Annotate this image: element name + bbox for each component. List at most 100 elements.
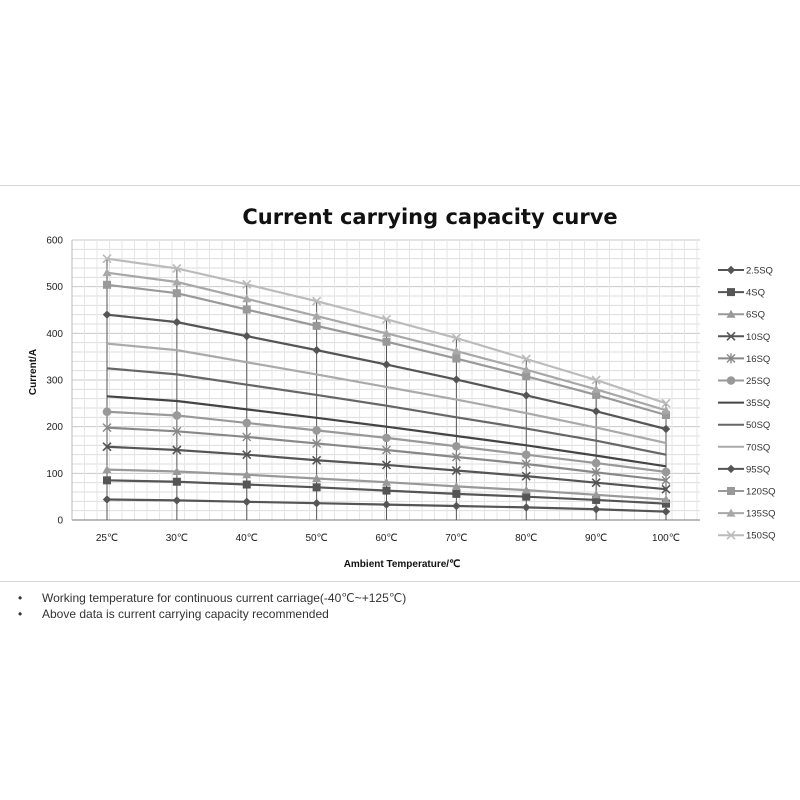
point-marker	[242, 497, 251, 506]
legend-item: 6SQ	[718, 309, 765, 321]
chart-frame	[0, 185, 800, 582]
y-tick-label: 0	[57, 516, 63, 527]
legend-label: 150SQ	[746, 531, 776, 542]
point-marker	[312, 473, 322, 482]
legend: 2.5SQ 4SQ 6SQ 10SQ 16SQ 25SQ 35SQ 50SQ 70SQ 95SQ 1…	[718, 266, 776, 542]
series-10sq	[102, 442, 671, 494]
point-marker	[172, 263, 182, 274]
x-tick-label: 30℃	[166, 533, 188, 544]
point-marker	[312, 296, 322, 306]
point-marker	[242, 331, 251, 341]
point-marker	[521, 485, 531, 494]
marker-stroke	[312, 455, 322, 465]
point-marker	[172, 426, 182, 437]
legend-label: 70SQ	[746, 442, 770, 453]
point-marker	[381, 314, 392, 324]
point-marker	[727, 487, 735, 495]
point-marker	[451, 465, 461, 476]
point-marker	[102, 495, 112, 504]
point-marker	[661, 405, 671, 414]
point-marker	[103, 280, 111, 289]
point-marker	[727, 288, 735, 297]
legend-item: 16SQ	[718, 353, 770, 365]
point-marker	[382, 500, 391, 509]
marker-stroke	[172, 445, 182, 455]
series-95sq	[102, 310, 671, 434]
point-marker	[661, 507, 671, 516]
marker-stroke	[242, 450, 252, 460]
point-marker	[242, 431, 252, 442]
legend-item: 50SQ	[718, 420, 770, 431]
bullet-icon: •	[18, 607, 23, 621]
chart-title: Current carrying capacity curve	[242, 205, 617, 229]
point-marker	[521, 471, 531, 481]
x-tick-label: 80℃	[515, 533, 537, 544]
point-marker	[452, 501, 461, 511]
series-70sq	[106, 342, 667, 445]
point-marker	[242, 279, 252, 289]
x-tick-label: 50℃	[305, 533, 327, 544]
point-marker	[312, 321, 321, 330]
marker-stroke	[451, 465, 461, 476]
note-item: • Above data is current carrying capacit…	[18, 606, 406, 622]
marker-stroke	[381, 314, 392, 324]
marker-stroke	[591, 478, 601, 488]
series-group	[102, 254, 671, 516]
capacity-line-chart: Current carrying capacity curve 0 100 200 3…	[28, 205, 776, 570]
legend-item: 70SQ	[718, 442, 770, 453]
point-marker	[242, 480, 251, 489]
point-marker	[102, 268, 112, 277]
marker-stroke	[521, 354, 531, 364]
point-marker	[592, 495, 601, 504]
legend-item: 10SQ	[718, 331, 770, 343]
point-marker	[172, 496, 182, 505]
point-marker	[451, 346, 461, 355]
series-line	[106, 395, 667, 468]
point-marker	[522, 503, 531, 512]
point-marker	[172, 277, 182, 286]
point-marker	[452, 354, 461, 363]
point-marker	[726, 508, 736, 517]
point-marker	[312, 311, 322, 320]
point-marker	[591, 407, 601, 416]
point-marker	[522, 391, 531, 400]
point-marker	[661, 424, 671, 434]
y-tick-label: 600	[46, 236, 63, 247]
marker-stroke	[661, 484, 671, 494]
point-marker	[662, 411, 670, 419]
point-marker	[172, 445, 182, 455]
marker-stroke	[591, 375, 601, 385]
point-marker	[726, 353, 736, 364]
point-marker	[382, 337, 391, 346]
legend-label: 10SQ	[746, 332, 770, 343]
point-marker	[451, 481, 461, 490]
point-marker	[661, 475, 671, 486]
series-line	[106, 342, 667, 445]
series-16sq	[102, 422, 671, 486]
point-marker	[102, 254, 112, 264]
point-marker	[382, 477, 391, 486]
point-marker	[382, 445, 391, 455]
point-marker	[172, 289, 181, 298]
point-marker	[242, 305, 251, 314]
legend-item: 120SQ	[718, 487, 776, 498]
point-marker	[661, 494, 671, 503]
series-50sq	[106, 367, 667, 456]
marker-stroke	[726, 530, 736, 540]
point-marker	[661, 484, 671, 494]
x-tick-label: 90℃	[585, 533, 607, 544]
notes-list: • Working temperature for continuous cur…	[18, 590, 406, 622]
point-marker	[726, 376, 736, 385]
point-marker	[312, 345, 321, 355]
point-marker	[591, 505, 601, 514]
legend-item: 4SQ	[718, 288, 765, 299]
y-tick-label: 100	[46, 469, 63, 480]
legend-label: 25SQ	[746, 376, 770, 387]
marker-stroke	[451, 333, 461, 343]
legend-label: 35SQ	[746, 398, 770, 409]
point-marker	[591, 384, 601, 393]
point-marker	[102, 310, 112, 319]
note-text: Working temperature for continuous curre…	[42, 591, 407, 605]
legend-item: 135SQ	[718, 509, 776, 520]
x-tick-label: 25℃	[96, 533, 118, 544]
